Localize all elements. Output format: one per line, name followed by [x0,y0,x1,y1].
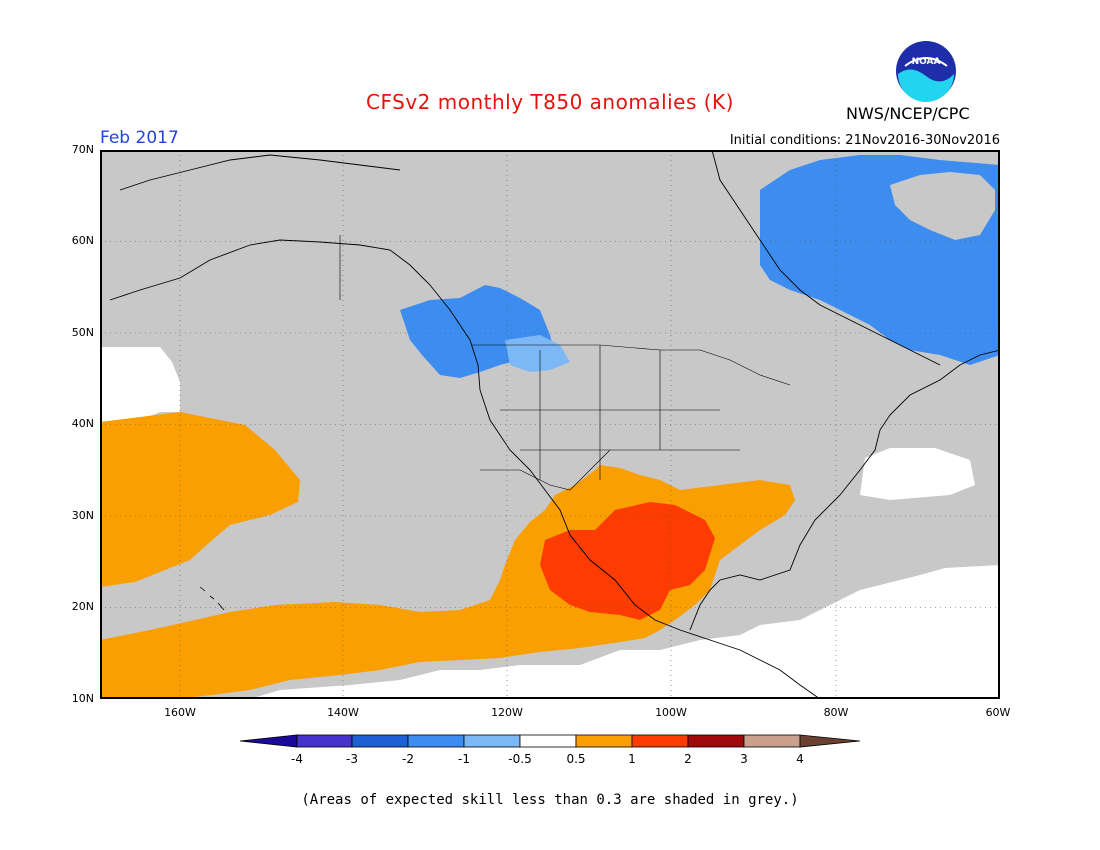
borders [339,235,791,491]
colorbar-neg2-neg1 [407,734,465,748]
colorbar-label-2: 2 [684,752,692,766]
page-title: CFSv2 monthly T850 anomalies (K) [366,90,734,114]
colorbar-label-neg4: -4 [291,752,303,766]
map-border [100,150,1000,699]
lon-label-80w: 80W [823,706,849,719]
lat-label-50n: 50N [71,326,94,339]
colorbar-label-3: 3 [740,752,748,766]
forecast-month: Feb 2017 [100,128,179,148]
colorbar-p2-3 [687,734,745,748]
lat-label-20n: 20N [71,600,94,613]
colorbar-p1-2 [631,734,689,748]
lon-label-140w: 140W [327,706,359,719]
noaa-logo: NOAA [896,41,956,102]
gridlines [100,150,1000,699]
lon-label-120w: 120W [491,706,523,719]
anomaly-neg1-to-neg0p5 [505,335,570,372]
colorbar-neg1-neg05 [463,734,521,748]
colorbar [240,734,860,748]
colorbar-label-05: 0.5 [566,752,586,766]
colorbar-lt-neg4 [240,734,298,748]
anomaly-map [100,150,1000,699]
colorbar-label-neg1: -1 [458,752,470,766]
colorbar-neg3-neg2 [351,734,409,748]
lat-label-70n: 70N [71,143,94,156]
lon-label-160w: 160W [164,706,196,719]
neutral-regions [100,347,1000,699]
lon-label-100w: 100W [655,706,687,719]
lon-label-60w: 60W [985,706,1011,719]
colorbar-p05-1 [575,734,633,748]
initial-conditions: Initial conditions: 21Nov2016-30Nov2016 [729,133,1000,148]
logo-text: NOAA [912,57,941,67]
grey-hole-labrador [890,172,995,240]
colorbar-label-4: 4 [796,752,804,766]
skill-footnote: (Areas of expected skill less than 0.3 a… [301,792,799,808]
lat-label-40n: 40N [71,417,94,430]
colorbar-label-neg05: -0.5 [508,752,532,766]
lat-label-60n: 60N [71,234,94,247]
colorbar-label-neg3: -3 [346,752,358,766]
agency-label: NWS/NCEP/CPC [846,104,970,123]
lat-label-10n: 10N [71,692,94,705]
colorbar-label-1: 1 [628,752,636,766]
lat-label-30n: 30N [71,509,94,522]
coastlines [109,150,1000,699]
colorbar-label-neg2: -2 [402,752,414,766]
hawaii-islands [199,586,225,611]
colorbar-p3-4 [743,734,801,748]
colorbar-neg4-neg3 [296,734,353,748]
colorbar-neutral [519,734,577,748]
anomaly-1-to-2 [540,502,715,620]
colorbar-gt4 [799,734,860,748]
